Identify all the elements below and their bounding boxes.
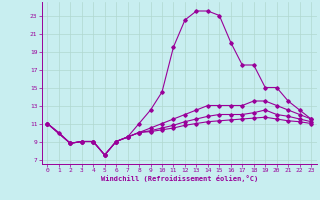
X-axis label: Windchill (Refroidissement éolien,°C): Windchill (Refroidissement éolien,°C) bbox=[100, 175, 258, 182]
